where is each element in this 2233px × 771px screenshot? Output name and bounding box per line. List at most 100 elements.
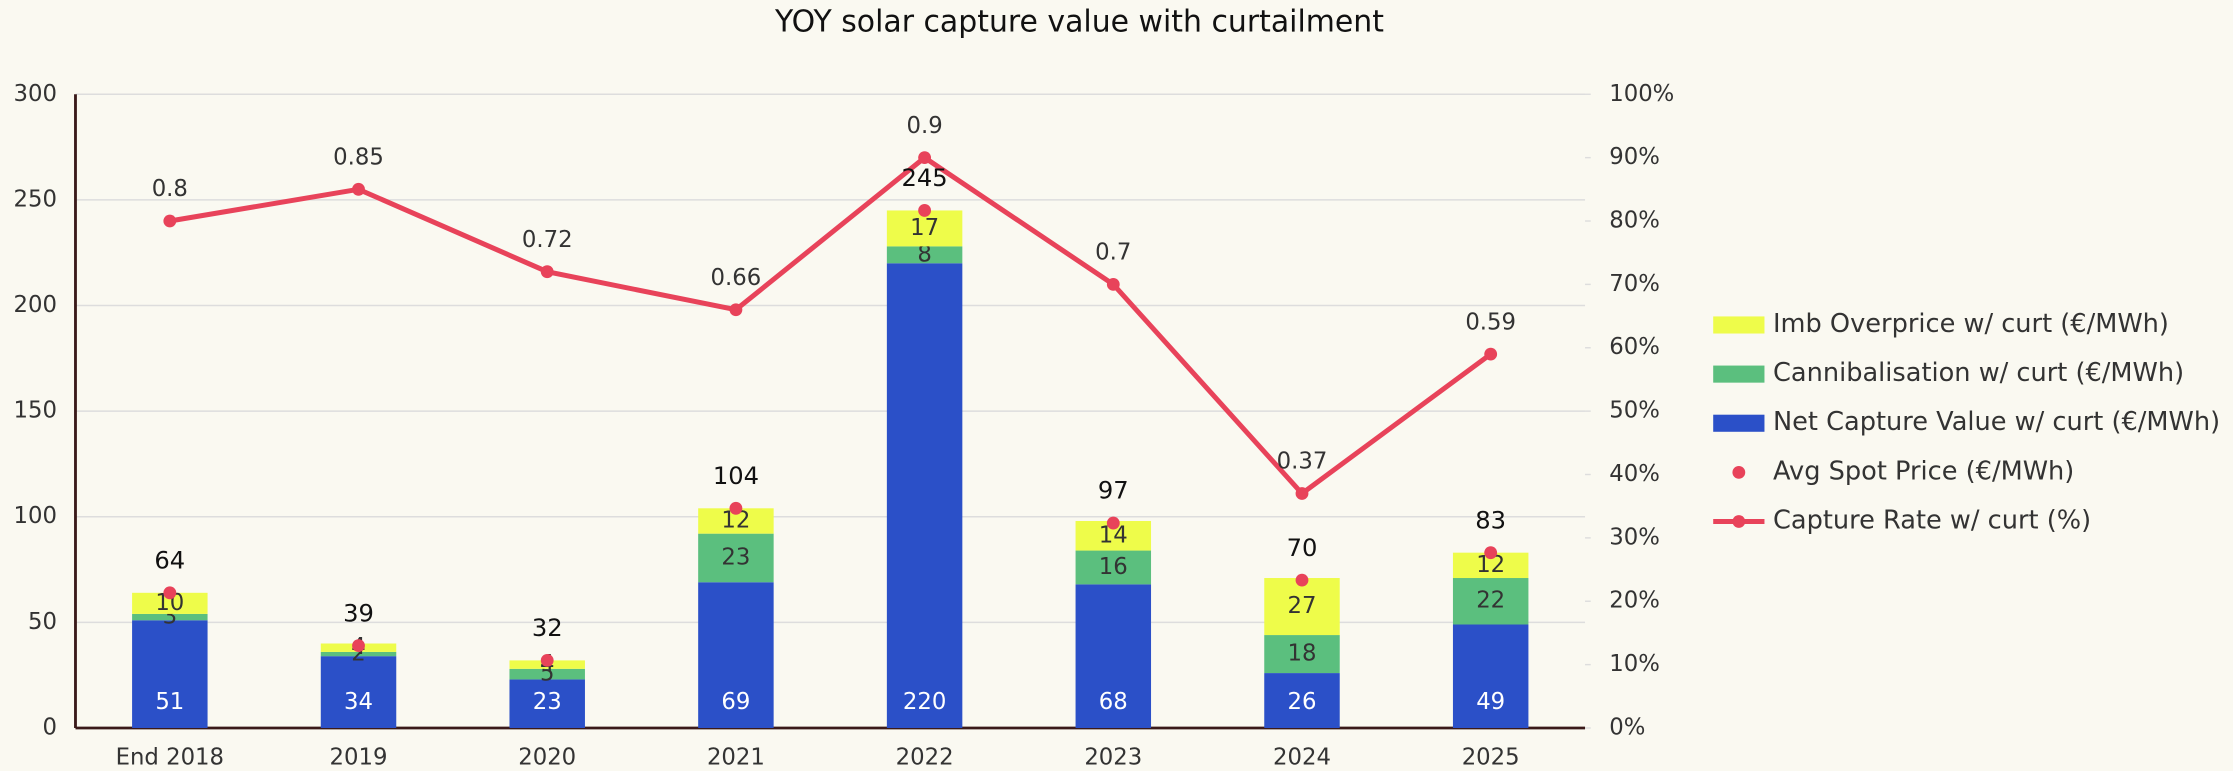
y2-tick-label: 10% <box>1609 651 1660 677</box>
dot-label: 97 <box>1098 477 1129 505</box>
y2-tick-label: 100% <box>1609 81 1674 107</box>
bar-label: 34 <box>344 689 373 715</box>
bar-segment <box>1264 578 1340 636</box>
dot <box>1295 573 1309 587</box>
line-marker <box>729 303 743 317</box>
dot-label: 39 <box>343 599 374 627</box>
line-marker <box>1295 487 1309 500</box>
legend-label: Net Capture Value w/ curt (€/MWh) <box>1773 407 2220 437</box>
line-marker <box>163 214 177 228</box>
bar-segment <box>1452 578 1529 625</box>
bar-label: 16 <box>1099 554 1128 580</box>
bar-segment <box>509 679 585 728</box>
legend-swatch <box>1713 414 1765 432</box>
bar-segment <box>320 651 397 657</box>
legend-label: Avg Spot Price (€/MWh) <box>1773 456 2074 486</box>
line-label: 0.8 <box>152 176 188 202</box>
dot-label: 70 <box>1287 534 1318 562</box>
bar-label: 51 <box>155 689 184 715</box>
legend-swatch <box>1713 365 1765 383</box>
y-tick-label: 50 <box>28 609 57 635</box>
y2-tick-label: 70% <box>1609 271 1660 297</box>
dot <box>163 586 177 600</box>
bar-segment <box>886 263 963 728</box>
y-tick-label: 200 <box>14 292 57 318</box>
x-tick-label: 2020 <box>518 744 576 770</box>
dot-label: 104 <box>713 462 759 490</box>
y2-tick-label: 20% <box>1609 588 1660 614</box>
line-label: 0.9 <box>906 113 942 139</box>
y-tick-label: 300 <box>14 81 57 107</box>
line-marker <box>352 182 365 196</box>
legend-swatch <box>1732 465 1746 479</box>
line-label: 0.85 <box>333 144 384 170</box>
line <box>169 154 1493 497</box>
chart-title: YOY solar capture value with curtailment <box>774 5 1384 40</box>
bar-label: 27 <box>1288 593 1317 619</box>
y-tick-label: 100 <box>14 503 57 529</box>
legend-label: Cannibalisation w/ curt (€/MWh) <box>1773 358 2184 388</box>
bar-label: 69 <box>721 689 750 715</box>
line-label: 0.37 <box>1277 449 1328 475</box>
bar-segment <box>509 668 585 680</box>
y2-tick-label: 60% <box>1609 334 1660 360</box>
legend-label: Capture Rate w/ curt (%) <box>1773 506 2091 536</box>
dot-label: 83 <box>1475 506 1506 534</box>
line-marker <box>1106 277 1120 291</box>
bar-label: 220 <box>903 689 946 715</box>
x-tick-label: 2021 <box>707 744 765 770</box>
bar-segment <box>132 613 208 621</box>
line-label: 0.7 <box>1095 240 1131 266</box>
x-tick-label: End 2018 <box>116 744 224 770</box>
bar-label: 23 <box>533 689 562 715</box>
bar-segment <box>132 592 208 614</box>
y-tick-label: 0 <box>42 714 56 740</box>
legend-label: Imb Overprice w/ curt (€/MWh) <box>1773 309 2169 339</box>
y-tick-label: 250 <box>14 186 57 212</box>
y-tick-label: 150 <box>14 398 57 424</box>
dot <box>729 501 743 515</box>
x-tick-label: 2023 <box>1084 744 1142 770</box>
bar-label: 17 <box>910 215 939 241</box>
bar-label: 23 <box>721 544 750 570</box>
y2-tick-label: 50% <box>1609 398 1660 424</box>
line-marker <box>540 265 554 279</box>
y2-tick-label: 30% <box>1609 524 1660 550</box>
y2-tick-label: 40% <box>1609 461 1660 487</box>
x-tick-label: 2019 <box>330 744 388 770</box>
legend-swatch <box>1732 515 1746 528</box>
line-label: 0.72 <box>522 227 573 253</box>
bar-label: 8 <box>917 241 931 267</box>
line-marker <box>1484 347 1498 361</box>
bar-label: 26 <box>1288 689 1317 715</box>
x-tick-label: 2022 <box>896 744 954 770</box>
dot-label: 245 <box>902 164 948 192</box>
bar-segment <box>698 582 774 728</box>
bar-label: 49 <box>1476 689 1505 715</box>
bar-segment <box>1452 624 1529 728</box>
y2-tick-label: 80% <box>1609 208 1660 234</box>
x-tick-label: 2025 <box>1462 744 1520 770</box>
line-label: 0.66 <box>711 265 762 291</box>
dot <box>540 653 554 667</box>
bar-label: 18 <box>1288 641 1317 667</box>
bar-segment <box>132 620 208 728</box>
dot-label: 32 <box>532 614 563 642</box>
dot-label: 64 <box>154 546 185 574</box>
bar-segment <box>1264 673 1340 728</box>
y2-tick-label: 90% <box>1609 144 1660 170</box>
bar-label: 22 <box>1476 588 1505 614</box>
y2-tick-label: 0% <box>1609 714 1645 740</box>
dot <box>1106 516 1120 530</box>
dot <box>1484 546 1498 560</box>
bar-segment <box>1075 584 1152 728</box>
bar-segment <box>698 533 774 583</box>
dot <box>918 204 932 217</box>
line-marker <box>918 151 932 165</box>
x-tick-label: 2024 <box>1273 744 1331 770</box>
bar-segment <box>1075 550 1152 585</box>
line-label: 0.59 <box>1465 309 1516 335</box>
legend-swatch <box>1713 316 1765 334</box>
